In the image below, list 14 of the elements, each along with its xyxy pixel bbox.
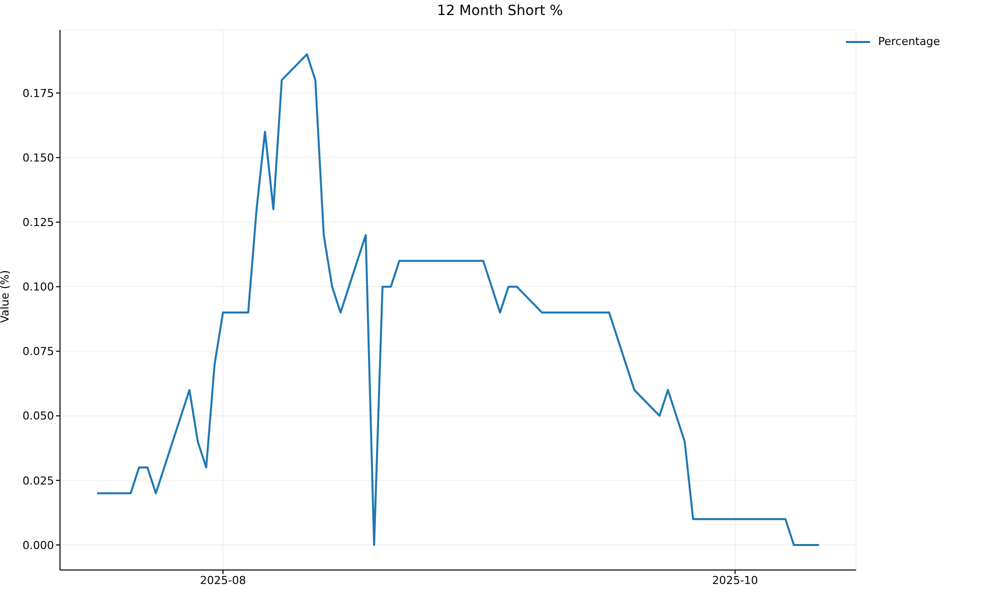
y-tick-label: 0.150 (22, 151, 54, 164)
x-tick-label: 2025-10 (712, 574, 758, 587)
legend-label: Percentage (878, 35, 940, 48)
chart-title: 12 Month Short % (436, 3, 564, 19)
y-tick-label: 0.075 (22, 345, 54, 358)
y-tick-label: 0.100 (22, 280, 54, 294)
y-tick-label: 0.025 (22, 474, 54, 488)
y-tick-label: 0.050 (22, 410, 54, 423)
line-series (96, 53, 820, 546)
x-tick-label: 2025-08 (200, 574, 246, 587)
y-tick-label: 0.125 (22, 216, 54, 230)
y-tick-label: 0.175 (22, 86, 54, 100)
y-axis-title: Value (%) (0, 269, 12, 325)
y-tick-label: 0.000 (22, 538, 54, 552)
